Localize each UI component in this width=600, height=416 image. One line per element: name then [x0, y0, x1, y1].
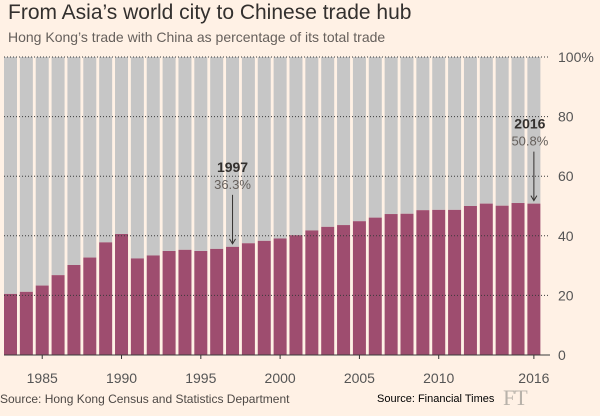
bar-remainder-1996 — [210, 57, 224, 249]
bar-1999 — [257, 240, 271, 355]
bar-remainder-1983 — [4, 57, 17, 294]
bar-1998 — [241, 243, 255, 355]
annotation-year-2016: 2016 — [514, 116, 545, 132]
x-tick-label-1985: 1985 — [27, 370, 58, 386]
bar-remainder-1990 — [115, 57, 129, 235]
ft-logo: FT — [503, 385, 528, 410]
source-credit: Source: Financial Times — [377, 393, 495, 405]
y-tick-label-80: 80 — [558, 109, 574, 125]
source-note: Source: Hong Kong Census and Statistics … — [0, 392, 290, 406]
bar-1985 — [35, 285, 49, 355]
bar-remainder-2001 — [289, 57, 303, 236]
bar-remainder-1988 — [83, 57, 97, 258]
bar-2002 — [305, 230, 319, 355]
annotation-value-2016: 50.8% — [511, 134, 548, 149]
bar-2006 — [368, 217, 382, 355]
bar-remainder-1989 — [99, 57, 113, 243]
bar-remainder-1992 — [146, 57, 160, 256]
x-tick-label-2000: 2000 — [265, 370, 296, 386]
bar-2005 — [352, 221, 366, 355]
bar-2010 — [432, 209, 446, 355]
bar-remainder-2015 — [511, 57, 525, 204]
bar-remainder-2003 — [321, 57, 335, 227]
bar-remainder-2005 — [352, 57, 366, 222]
x-tick-label-2010: 2010 — [423, 370, 454, 386]
bar-remainder-2011 — [448, 57, 462, 210]
bar-2016 — [527, 203, 541, 355]
x-tick-label-1990: 1990 — [106, 370, 137, 386]
bar-remainder-2014 — [495, 57, 509, 206]
chart-title: From Asia’s world city to Chinese trade … — [8, 1, 412, 24]
y-tick-label-20: 20 — [558, 287, 574, 303]
bar-2000 — [273, 238, 287, 355]
y-tick-label-0: 0 — [558, 347, 566, 363]
bar-2014 — [495, 205, 509, 355]
annotation-arrowhead-2016 — [530, 195, 538, 202]
bar-1987 — [67, 265, 81, 355]
bar-2011 — [448, 209, 462, 355]
bar-remainder-2004 — [337, 57, 351, 226]
bar-remainder-2007 — [384, 57, 398, 215]
bar-remainder-1991 — [130, 57, 144, 259]
bar-2009 — [416, 210, 430, 355]
bar-1990 — [115, 234, 129, 355]
bar-1992 — [146, 255, 160, 355]
bar-remainder-2008 — [400, 57, 414, 214]
annotation-year-1997: 1997 — [217, 159, 248, 175]
bar-remainder-2009 — [416, 57, 430, 211]
bar-1994 — [178, 249, 192, 355]
bar-remainder-1994 — [178, 57, 192, 250]
bar-remainder-2006 — [368, 57, 382, 218]
bar-2007 — [384, 214, 398, 355]
bar-remainder-1998 — [241, 57, 255, 244]
bar-1995 — [194, 250, 208, 355]
bar-remainder-2013 — [479, 57, 493, 204]
x-tick-label-1995: 1995 — [185, 370, 216, 386]
bar-1988 — [83, 257, 97, 355]
bar-1984 — [19, 291, 33, 355]
bar-2012 — [463, 206, 477, 355]
y-tick-label-60: 60 — [558, 168, 574, 184]
bar-1996 — [210, 248, 224, 355]
bar-remainder-1995 — [194, 57, 208, 251]
bar-2013 — [479, 203, 493, 355]
bar-remainder-2002 — [305, 57, 319, 231]
bar-2008 — [400, 213, 414, 355]
chart-subtitle: Hong Kong’s trade with China as percenta… — [8, 29, 386, 45]
bar-remainder-1987 — [67, 57, 81, 266]
bar-1991 — [130, 258, 144, 355]
bar-1997 — [226, 246, 240, 355]
bar-remainder-1999 — [257, 57, 271, 241]
annotation-arrowhead-1997 — [229, 238, 236, 245]
bar-2003 — [321, 226, 335, 355]
bar-remainder-2012 — [463, 57, 477, 206]
x-tick-label-2005: 2005 — [344, 370, 375, 386]
bar-remainder-1985 — [35, 57, 49, 286]
y-tick-label-100: 100% — [558, 49, 594, 65]
y-tick-label-40: 40 — [558, 228, 574, 244]
bar-remainder-2016 — [527, 57, 541, 204]
bar-1993 — [162, 250, 176, 355]
bar-1986 — [51, 275, 65, 355]
annotation-value-1997: 36.3% — [214, 177, 251, 192]
bar-remainder-1993 — [162, 57, 176, 251]
bar-remainder-1986 — [51, 57, 65, 276]
bar-remainder-2010 — [432, 57, 446, 210]
bar-2015 — [511, 203, 525, 355]
x-tick-label-2016: 2016 — [518, 370, 549, 386]
bar-2004 — [337, 225, 351, 355]
bar-1989 — [99, 242, 113, 355]
bar-remainder-1997 — [226, 57, 240, 247]
bar-remainder-1984 — [19, 57, 33, 292]
bar-1983 — [4, 293, 17, 355]
bar-remainder-2000 — [273, 57, 287, 239]
